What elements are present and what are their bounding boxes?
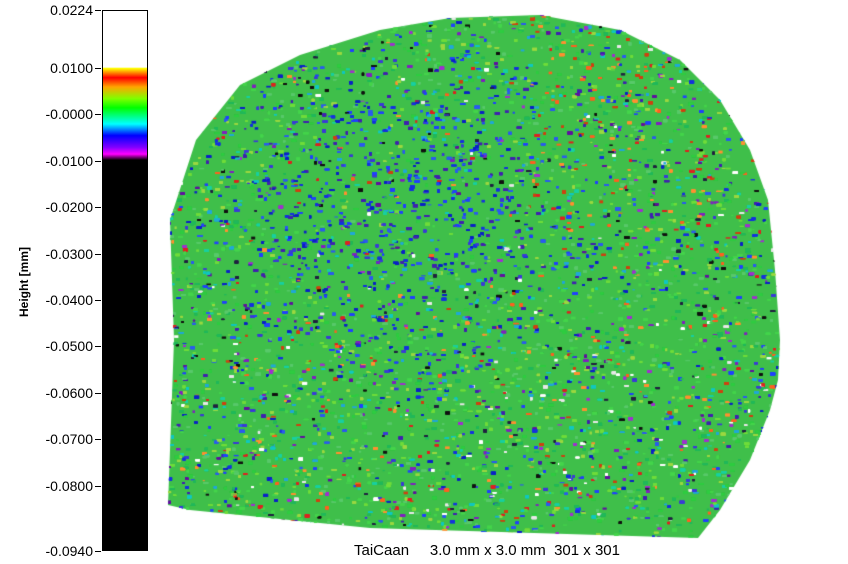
tick-label: -0.0100 [45,152,93,169]
tick-label: -0.0700 [45,431,93,448]
tick-label: -0.0400 [45,292,93,309]
tick-mark [95,207,101,209]
tick-mark [95,160,101,162]
tick-mark [95,392,101,394]
footer-name: TaiCaan [354,542,410,559]
tick-label: -0.0940 [45,543,93,559]
tick-mark [95,67,101,69]
axis-title: Height [mm] [17,247,31,317]
tick-label: -0.0300 [45,245,93,262]
height-map-image [150,0,848,545]
tick-label: -0.0800 [45,477,93,494]
tick-mark [95,253,101,255]
tick-mark [95,346,101,348]
tick-mark [95,300,101,302]
tick-label: 0.0224 [50,2,93,18]
tick-label: -0.0600 [45,384,93,401]
tick-label: 0.0100 [50,59,93,76]
height-legend: 0.0224 0.0100 -0.0000 -0.0100 -0.0200 -0.0300… [0,0,160,564]
tick-labels: 0.0224 0.0100 -0.0000 -0.0100 -0.0200 -0.0300… [0,0,93,564]
tick-mark [95,114,101,116]
footer-resolution: 301 x 301 [554,542,620,559]
tick-mark [95,551,101,552]
tick-label: -0.0500 [45,338,93,355]
tick-mark [95,485,101,487]
footer-caption: TaiCaan 3.0 mm x 3.0 mm 301 x 301 [354,542,620,559]
tick-mark [95,439,101,441]
color-scale-bar [102,10,148,551]
tick-label: -0.0200 [45,199,93,216]
tick-label: -0.0000 [45,106,93,123]
footer-size: 3.0 mm x 3.0 mm [429,542,546,559]
tick-mark [95,10,101,11]
